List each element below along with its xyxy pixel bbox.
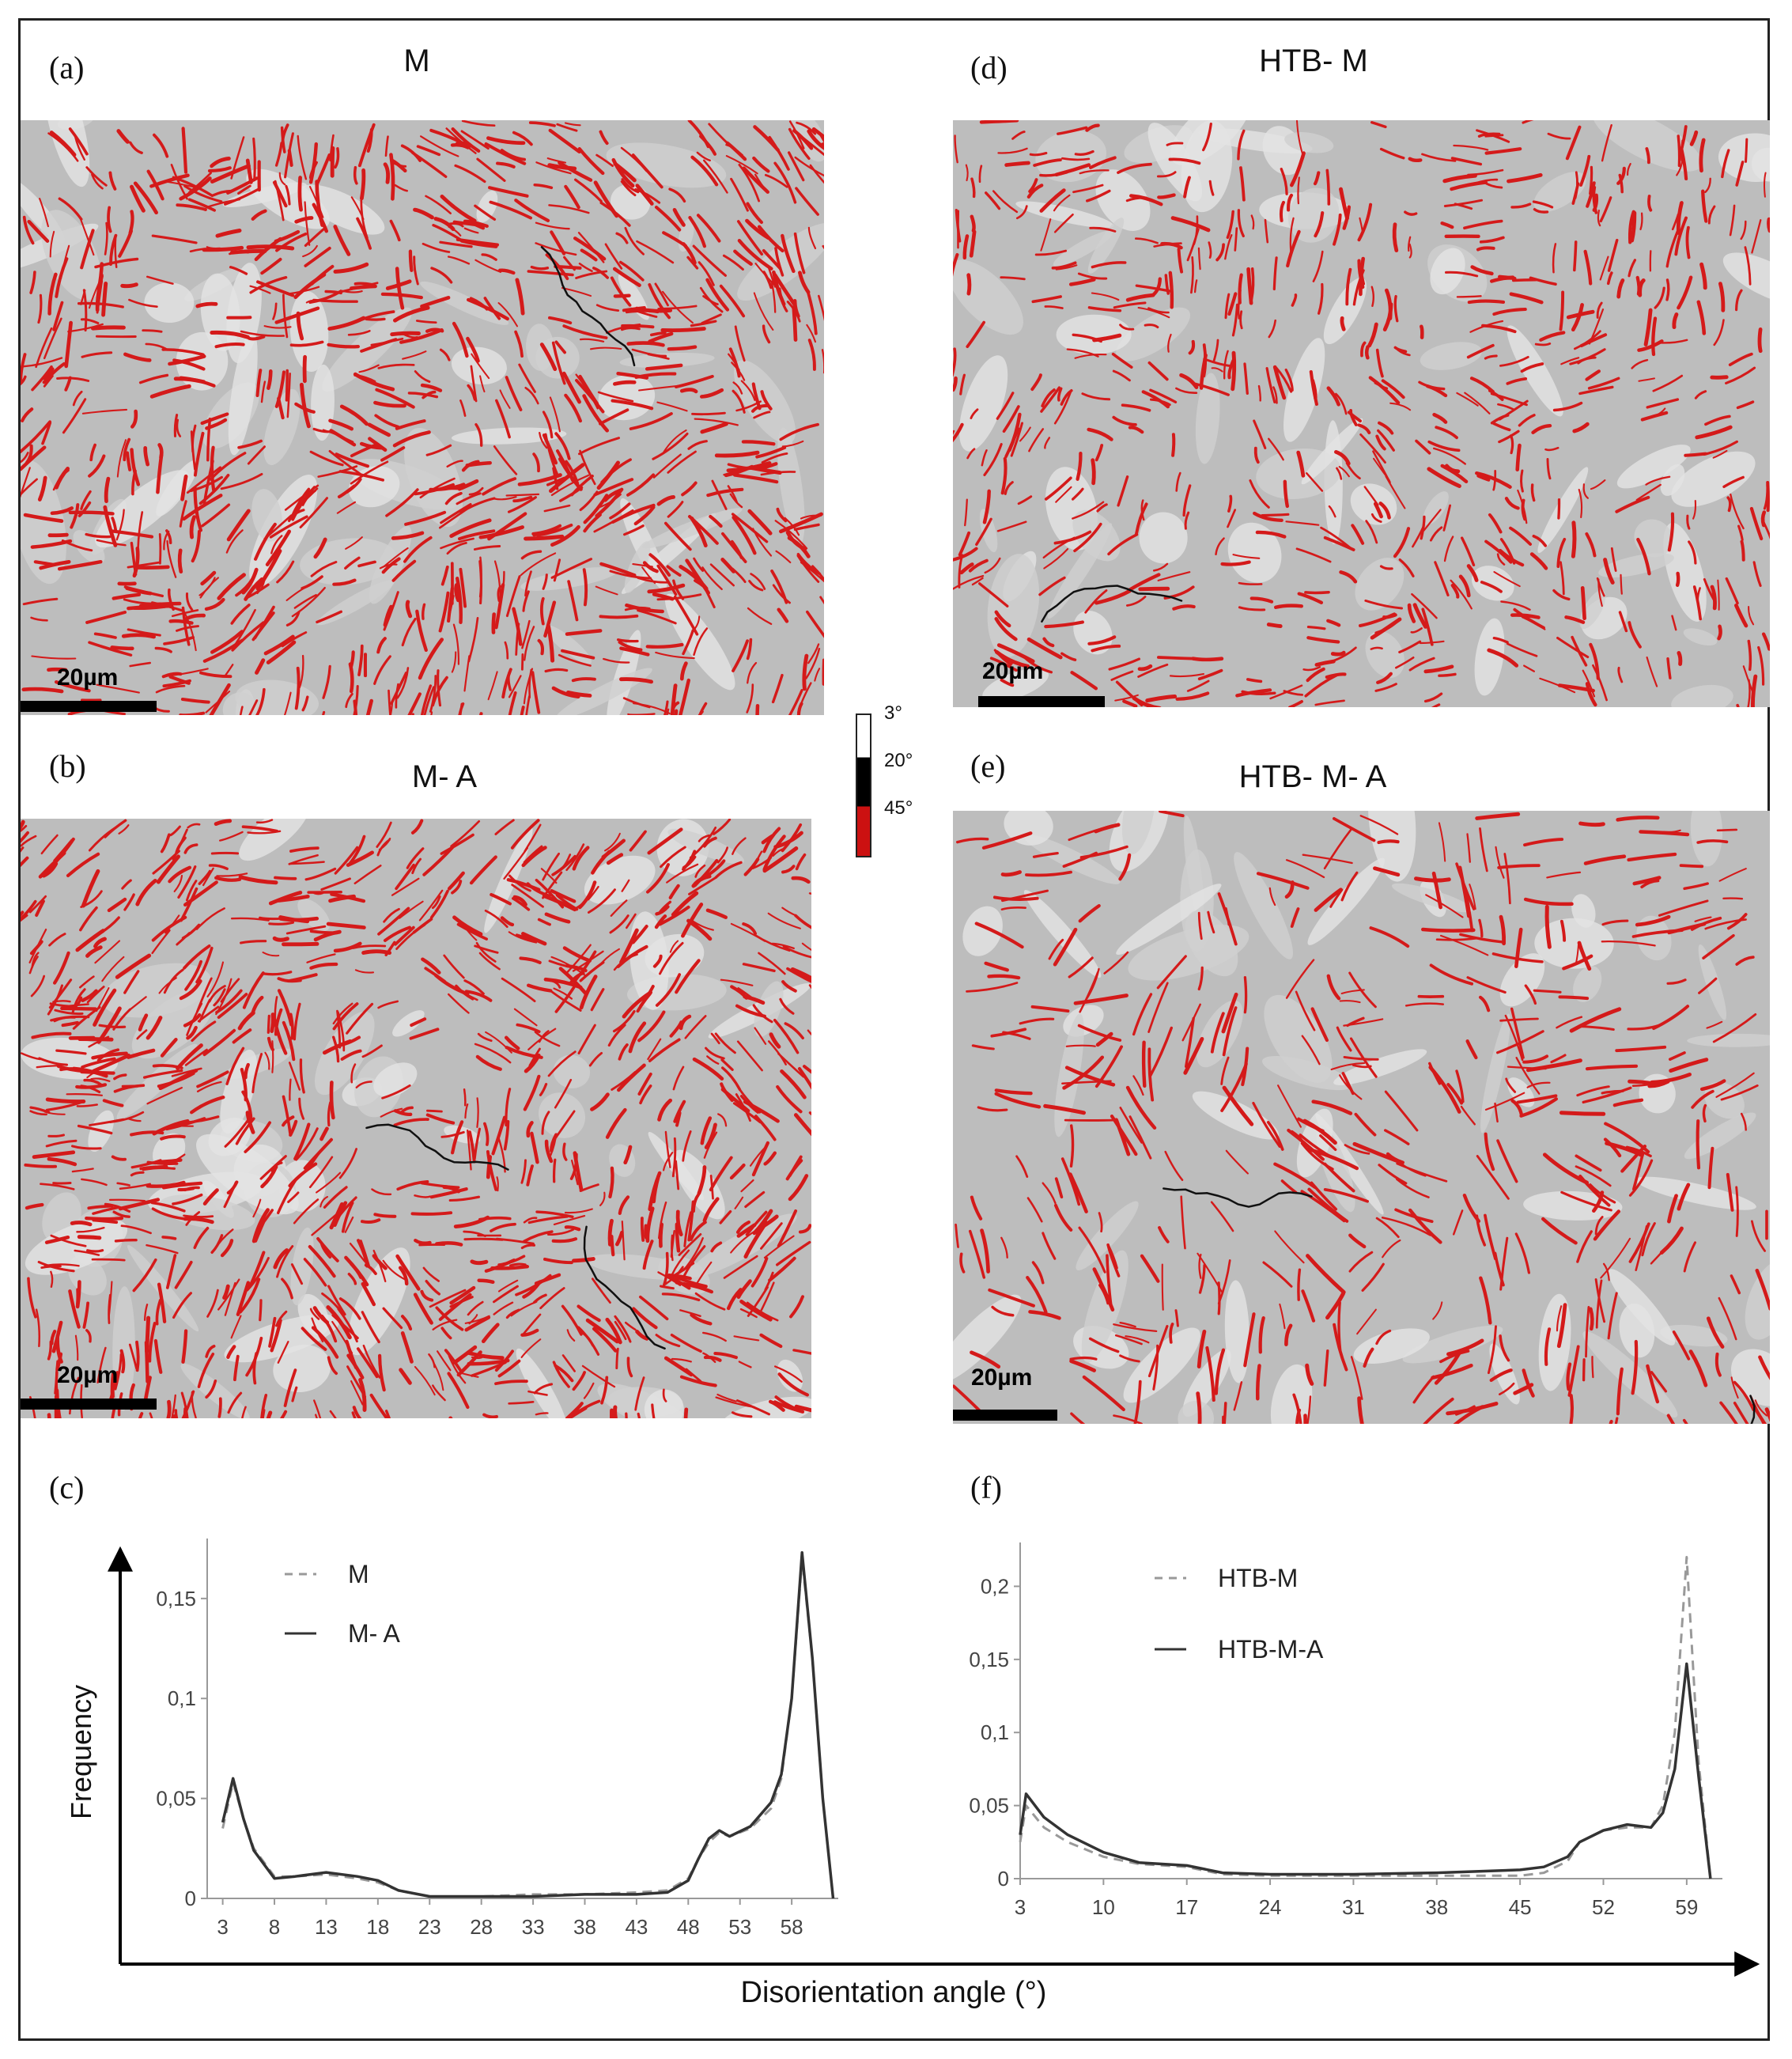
ebsd-map-b-boundaries (21, 819, 811, 1418)
panel-f-label: (f) (970, 1470, 1002, 1505)
chart-f-xtick-label: 10 (1092, 1895, 1115, 1919)
chart-c-series-m-a (221, 1550, 835, 1899)
panel-b-label: (b) (49, 748, 86, 784)
chart-c-ytick-label: 0,05 (156, 1787, 196, 1811)
chart-f-xtick-label: 24 (1259, 1895, 1282, 1919)
ebsd-map-d (953, 120, 1770, 707)
chart-c-xtick-label: 18 (366, 1915, 389, 1939)
panel-d-label: (d) (970, 50, 1008, 85)
chart-c-xtick-label: 3 (217, 1915, 228, 1939)
ebsd-map-a (21, 120, 824, 715)
panel-a-title: M (403, 44, 430, 78)
chart-c-xtick-label: 53 (728, 1915, 751, 1939)
chart-f-legend-label: HTB-M-A (1218, 1635, 1324, 1663)
chart-f-xtick-label: 3 (1015, 1895, 1026, 1919)
chart-c-xtick-label: 33 (522, 1915, 545, 1939)
chart-f-xtick-label: 45 (1509, 1895, 1532, 1919)
chart-c-xtick-label: 43 (625, 1915, 648, 1939)
chart-f-series-htb-m-a (1019, 1662, 1712, 1879)
chart-c-legend-label: M (348, 1560, 369, 1588)
chart-f-xtick-label: 52 (1592, 1895, 1615, 1919)
legend-3deg: 3° (884, 702, 902, 724)
panel-a-label: (a) (49, 50, 85, 85)
ebsd-map-a-boundaries (21, 120, 824, 715)
chart-f-ytick-label: 0,05 (969, 1794, 1009, 1818)
chart-c-xtick-label: 23 (418, 1915, 441, 1939)
scale-label-d: 20µm (982, 658, 1044, 684)
chart-c-xtick-label: 28 (470, 1915, 493, 1939)
panel-d-title: HTB- M (1259, 44, 1368, 78)
chart-c-ytick-label: 0,1 (168, 1686, 196, 1710)
chart-f: 3 10 17 24 31 38 45 52 59 0 0,05 0,1 0,15 0,2 HTB-M HTB… (969, 1542, 1722, 1919)
chart-f-ytick-label: 0,1 (981, 1720, 1009, 1744)
scale-label-b: 20µm (57, 1362, 119, 1388)
chart-f-legend-label: HTB-M (1218, 1564, 1298, 1592)
chart-c-ytick-label: 0 (185, 1887, 196, 1910)
legend-45deg: 45° (884, 797, 913, 819)
chart-c-xtick-label: 48 (677, 1915, 700, 1939)
chart-c-xtick-label: 8 (269, 1915, 280, 1939)
chart-f-ytick-label: 0 (998, 1867, 1009, 1891)
chart-f-xtick-label: 31 (1342, 1895, 1365, 1919)
scale-label-e: 20µm (971, 1364, 1033, 1391)
chart-c-xtick-label: 58 (781, 1915, 803, 1939)
panel-b-title: M- A (411, 759, 478, 794)
chart-f-xtick-label: 59 (1675, 1895, 1698, 1919)
chart-f-ytick-label: 0,15 (969, 1648, 1009, 1671)
angle-color-legend (856, 713, 871, 857)
panel-c-label: (c) (49, 1470, 85, 1505)
ebsd-map-b (21, 819, 811, 1418)
legend-20deg: 20° (884, 750, 913, 771)
figure-frame-bottom (18, 1505, 1770, 2041)
chart-f-series-htb-m (1019, 1556, 1712, 1879)
panel-e-label: (e) (970, 748, 1006, 784)
chart-f-xtick-label: 17 (1175, 1895, 1198, 1919)
x-axis-label: Disorientation angle (°) (740, 1976, 1047, 2009)
scale-label-a: 20µm (57, 664, 119, 691)
chart-f-ytick-label: 0,2 (981, 1574, 1009, 1598)
chart-c-ytick-label: 0,15 (156, 1587, 196, 1610)
chart-c-series-m (221, 1557, 834, 1899)
chart-c-xtick-label: 38 (573, 1915, 596, 1939)
panel-e-title: HTB- M- A (1238, 759, 1387, 794)
y-axis-label: Frequency (65, 1684, 97, 1819)
ebsd-map-d-boundaries (953, 120, 1770, 707)
scale-bar-a (21, 701, 157, 712)
chart-c-legend-label: M- A (348, 1619, 400, 1648)
scale-bar-d (978, 696, 1105, 707)
chart-c-xtick-label: 13 (315, 1915, 338, 1939)
figure-frame-top (18, 18, 1770, 1505)
scale-bar-b (21, 1399, 157, 1410)
chart-f-xtick-label: 38 (1425, 1895, 1448, 1919)
scale-bar-e (953, 1410, 1057, 1421)
